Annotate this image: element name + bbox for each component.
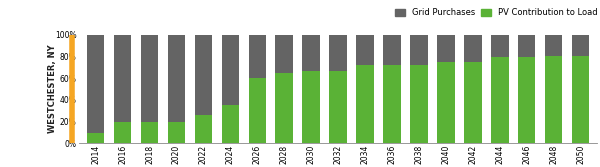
Bar <box>545 56 562 143</box>
Bar <box>141 122 158 143</box>
Bar <box>410 35 428 65</box>
Bar <box>572 56 589 143</box>
Bar <box>87 133 104 143</box>
Bar <box>302 70 320 143</box>
Bar <box>167 35 185 122</box>
Bar <box>383 65 401 143</box>
Bar <box>383 35 401 65</box>
Bar <box>302 35 320 70</box>
Bar <box>356 65 374 143</box>
Bar <box>194 35 212 115</box>
Bar <box>194 115 212 143</box>
Bar <box>329 70 347 143</box>
Bar <box>114 35 131 122</box>
Bar <box>518 57 535 143</box>
Bar <box>329 35 347 70</box>
Bar <box>491 35 509 57</box>
Legend: Grid Purchases, PV Contribution to Load: Grid Purchases, PV Contribution to Load <box>395 8 598 17</box>
Bar <box>464 62 482 143</box>
Bar <box>141 35 158 122</box>
Bar <box>437 35 455 62</box>
Bar <box>248 35 266 78</box>
Bar <box>545 35 562 56</box>
Bar <box>275 73 293 143</box>
Bar <box>464 35 482 62</box>
Bar <box>167 122 185 143</box>
Bar <box>437 62 455 143</box>
Bar <box>518 35 535 57</box>
Bar <box>410 65 428 143</box>
Bar <box>275 35 293 73</box>
Bar <box>356 35 374 65</box>
Bar <box>491 57 509 143</box>
Bar <box>87 35 104 133</box>
Y-axis label: WESTCHESTER, NY: WESTCHESTER, NY <box>48 45 57 133</box>
Bar <box>221 105 239 143</box>
Bar <box>221 35 239 105</box>
Bar <box>114 122 131 143</box>
Bar <box>572 35 589 56</box>
Bar <box>248 78 266 143</box>
